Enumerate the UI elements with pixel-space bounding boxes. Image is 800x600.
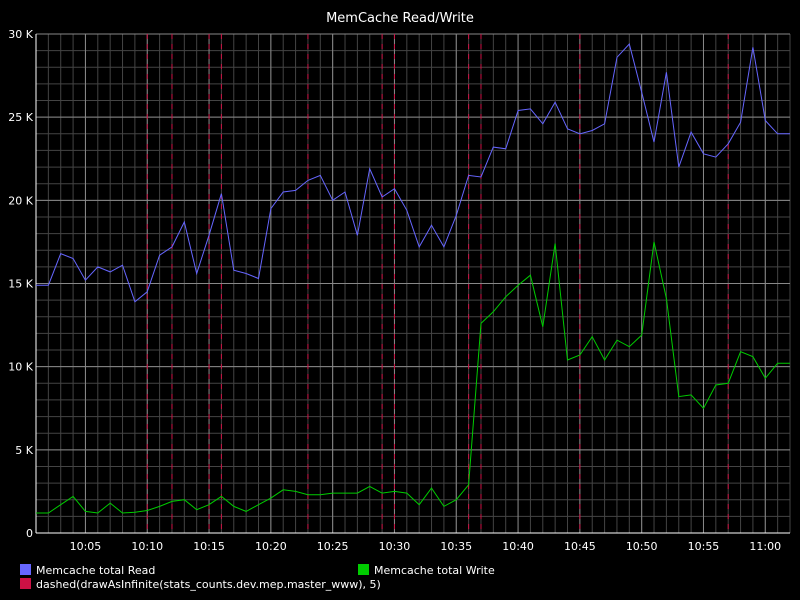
legend-label-read: Memcache total Read [36,564,155,577]
y-tick-label: 10 K [8,361,33,374]
legend-label-markers: dashed(drawAsInfinite(stats_counts.dev.m… [36,578,381,591]
legend: Memcache total Read Memcache total Write… [20,564,495,591]
x-axis-ticks: 10:05 10:10 10:15 10:20 10:25 10:30 10:35 10:40… [70,540,782,553]
legend-swatch-markers [20,578,31,589]
x-tick-label: 10:25 [317,540,349,553]
series-line-read [36,42,790,303]
x-tick-label: 10:35 [440,540,472,553]
x-tick-label: 11:00 [749,540,781,553]
major-grid [35,33,790,534]
event-markers [146,34,729,533]
y-tick-label: 30 K [8,28,33,41]
chart-title: MemCache Read/Write [326,11,474,26]
x-tick-label: 10:05 [70,540,102,553]
x-tick-label: 10:40 [502,540,534,553]
y-tick-label: 25 K [8,111,33,124]
x-tick-label: 10:20 [255,540,287,553]
y-tick-label: 20 K [8,194,33,207]
x-tick-label: 10:15 [193,540,225,553]
y-tick-label: 5 K [15,444,33,457]
y-tick-label: 0 [26,527,33,540]
x-tick-label: 10:30 [379,540,411,553]
x-tick-label: 10:50 [626,540,658,553]
legend-swatch-write [358,564,369,575]
y-axis-ticks: 0 5 K 10 K 15 K 20 K 25 K 30 K [8,28,33,540]
y-tick-label: 15 K [8,278,33,291]
x-tick-label: 10:10 [131,540,163,553]
series-lines [36,42,790,514]
x-tick-label: 10:45 [564,540,596,553]
series-line-write [36,241,790,514]
legend-label-write: Memcache total Write [374,564,495,577]
legend-swatch-read [20,564,31,575]
x-tick-label: 10:55 [688,540,720,553]
